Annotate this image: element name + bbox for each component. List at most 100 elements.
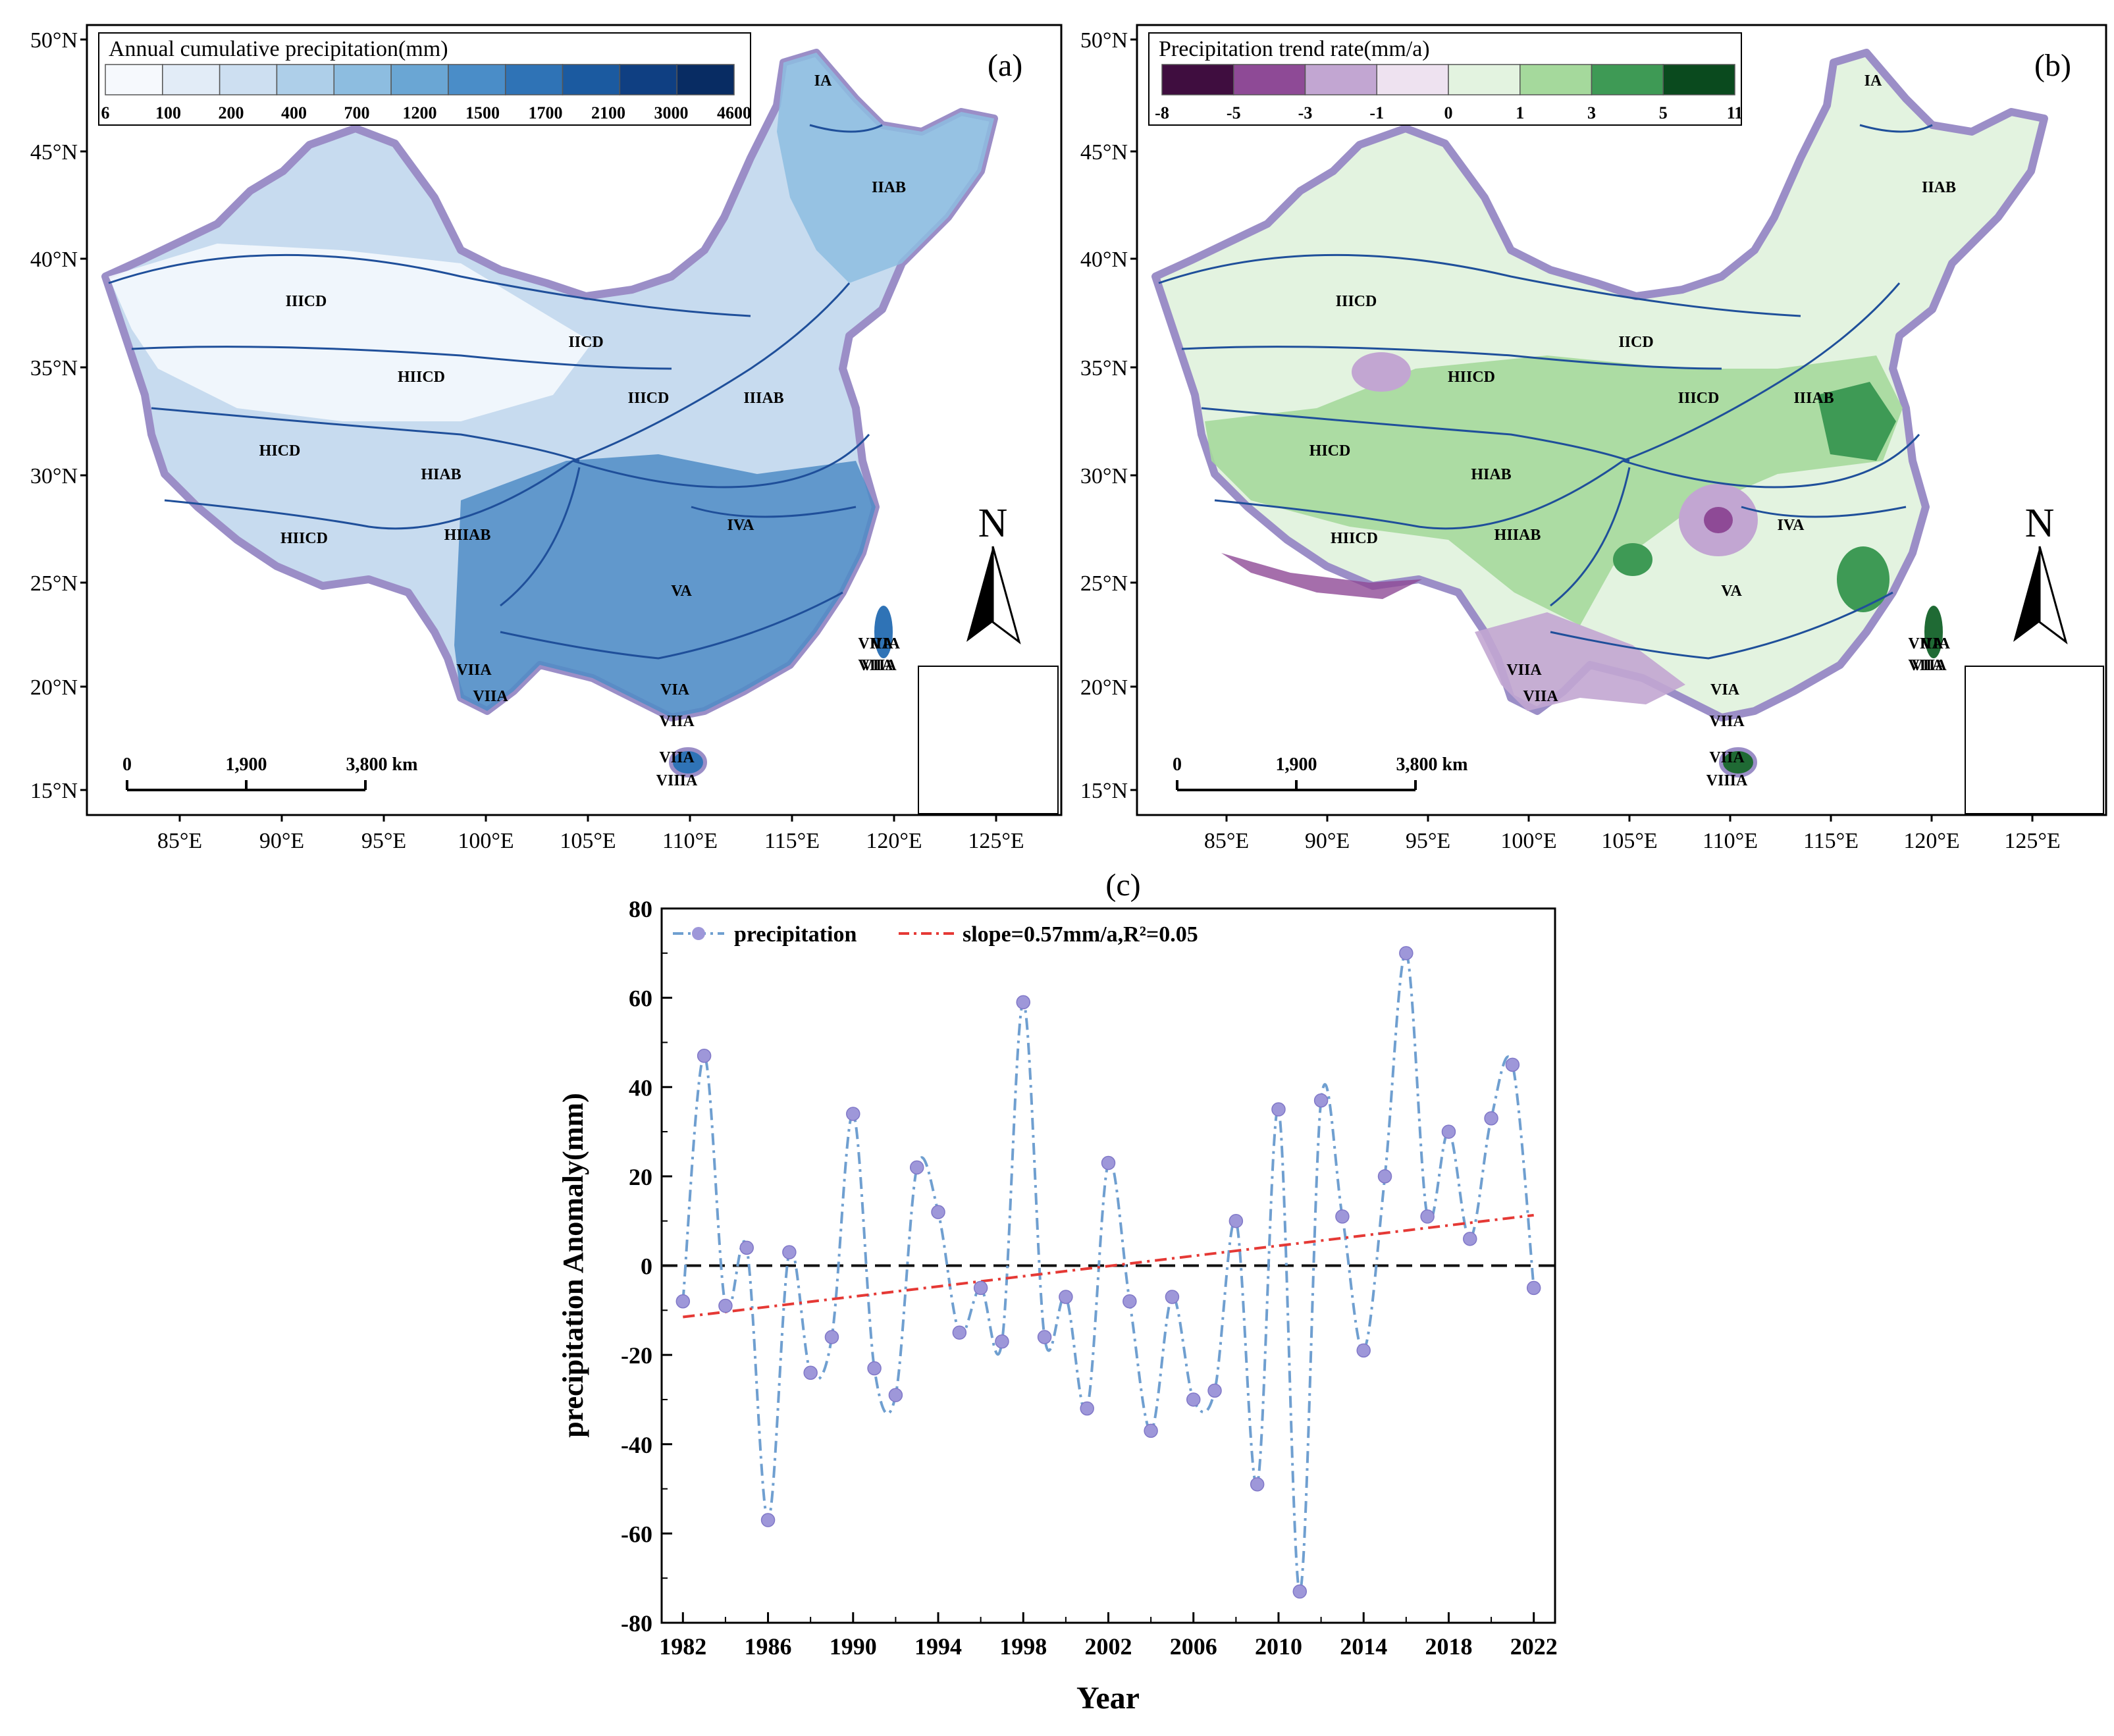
region-label: HIICD	[280, 530, 328, 547]
data-point	[1207, 1383, 1222, 1398]
legend-break-label: 400	[281, 103, 307, 122]
panel-b-dark-green-east	[1817, 382, 1896, 461]
data-point	[1313, 1093, 1329, 1108]
line-chart: -80 -60 -40 -20 0 20 40 60 80 1982 1986 1990 1994 199…	[621, 896, 1558, 1660]
legend-break-label: 4600	[717, 103, 751, 122]
north-arrow-left	[2013, 546, 2040, 642]
lat-tick-label: 35°N	[1080, 356, 1128, 381]
x-tick-label: 1982	[659, 1633, 706, 1660]
lon-tick-label: 110°E	[1703, 829, 1758, 853]
lon-tick-label: 95°E	[361, 829, 406, 853]
data-point	[995, 1334, 1009, 1349]
scale-label-0: 0	[122, 754, 132, 775]
panel-a: Annual cumulative precipitation(mm) 6 100…	[30, 24, 1063, 853]
scale-bar: 0 1,900 3,800 km	[122, 754, 417, 791]
region-label: HIIAB	[1494, 527, 1541, 544]
region-label: HIICD	[398, 369, 445, 386]
lon-tick-label: 95°E	[1406, 829, 1450, 853]
data-point	[1080, 1401, 1094, 1416]
lon-tick-label: 105°E	[1601, 829, 1657, 853]
y-tick-label: 20	[629, 1164, 652, 1190]
region-label: IIICD	[628, 390, 670, 407]
panel-b-label: (b)	[2034, 48, 2071, 83]
lat-tick-label: 15°N	[30, 779, 78, 803]
region-label: IICD	[568, 334, 603, 351]
data-point	[1144, 1423, 1158, 1438]
data-point	[1463, 1232, 1477, 1246]
panel-b-inset	[1965, 666, 2104, 814]
region-label: VIIA	[1908, 635, 1943, 652]
data-point	[1399, 946, 1414, 960]
panel-b-dry-trend-tibet	[1221, 553, 1422, 599]
region-label: VIA	[1710, 681, 1740, 698]
region-label: VIA	[660, 681, 690, 698]
region-label: VIA	[1921, 635, 1951, 652]
north-arrow-right	[2038, 546, 2068, 644]
legend-swatch	[276, 64, 335, 95]
legend-break-label: 1	[1516, 103, 1524, 122]
region-label: VIIA	[1709, 713, 1745, 730]
lat-tick-label: 45°N	[1080, 140, 1128, 165]
legend-break-label: 3000	[654, 103, 689, 122]
lat-tick-label: 35°N	[30, 356, 78, 381]
legend-swatch	[562, 64, 621, 95]
legend-swatch	[1591, 64, 1664, 95]
panel-b: Precipitation trend rate(mm/a) -8 -5 -3 -1 0…	[1080, 24, 2107, 853]
region-label: VIIA	[659, 749, 695, 766]
scale-label-1: 1,900	[1276, 754, 1317, 775]
scale-bar: 0 1,900 3,800 km	[1173, 754, 1468, 791]
data-point	[931, 1205, 945, 1219]
panel-a-label: (a)	[988, 48, 1022, 83]
legend-break-label: 100	[155, 103, 181, 122]
legend-precip-label: precipitation	[734, 922, 857, 947]
x-tick-label: 1986	[745, 1633, 792, 1660]
x-tick-label: 2014	[1340, 1633, 1387, 1660]
y-tick-label: -20	[621, 1342, 652, 1369]
y-tick-label: 60	[629, 986, 652, 1012]
legend-break-label: 1500	[465, 103, 500, 122]
panel-b-hainan	[1719, 747, 1757, 777]
legend-swatch	[619, 64, 677, 95]
region-label: IICD	[1618, 334, 1653, 351]
region-label: VIIA	[1523, 688, 1558, 705]
data-point	[1186, 1392, 1201, 1407]
legend-title: Annual cumulative precipitation(mm)	[109, 37, 448, 61]
data-point	[1292, 1584, 1308, 1599]
data-point	[1335, 1209, 1350, 1224]
data-point	[1229, 1213, 1244, 1228]
region-label: VIIA	[659, 713, 695, 730]
lon-tick-label: 85°E	[157, 829, 202, 853]
data-point	[803, 1365, 818, 1380]
lon-tick-label: 85°E	[1204, 829, 1249, 853]
north-arrow-right	[991, 546, 1021, 644]
panel-a-northeast-region	[777, 53, 994, 283]
y-axis-title: precipitation Anomaly(mm)	[557, 1093, 589, 1438]
x-axis-title: Year	[1076, 1681, 1140, 1716]
region-label: IIIAB	[743, 390, 783, 407]
lat-tick-label: 25°N	[30, 571, 78, 596]
data-point	[888, 1388, 903, 1402]
region-label: VIIA	[1911, 657, 1947, 674]
lat-tick-label: 40°N	[30, 248, 78, 272]
lat-tick-label: 45°N	[30, 140, 78, 165]
chart-legend: precipitation slope=0.57mm/a,R²=0.05	[673, 922, 1198, 947]
x-tick-label: 2018	[1425, 1633, 1472, 1660]
panel-b-legend: Precipitation trend rate(mm/a) -8 -5 -3 -1 0…	[1148, 32, 1743, 126]
data-point	[1484, 1111, 1498, 1126]
north-arrow: N	[2013, 501, 2068, 644]
panel-a-axis-ticks: 50°N 45°N 40°N 35°N 30°N 25°N 20°N 15°N 85°E 90°E…	[30, 28, 1024, 853]
region-label: IA	[1864, 72, 1882, 90]
region-label: IIAB	[1922, 179, 1956, 196]
panel-c: (c) -80 -60 -40 -20 0 20 40 60 80 1982 1986 1990 199…	[557, 868, 1558, 1716]
legend-swatch	[1448, 64, 1521, 95]
region-label: VIIA	[1709, 749, 1745, 766]
data-point	[973, 1280, 988, 1296]
scale-label-2: 3,800 km	[1396, 754, 1468, 775]
panel-a-legend: Annual cumulative precipitation(mm) 6 100…	[98, 32, 751, 126]
region-label: IIICD	[1336, 293, 1377, 310]
data-point	[1165, 1290, 1180, 1304]
region-label: IIAB	[872, 179, 906, 196]
data-point	[846, 1107, 860, 1121]
region-label: IA	[814, 72, 832, 90]
